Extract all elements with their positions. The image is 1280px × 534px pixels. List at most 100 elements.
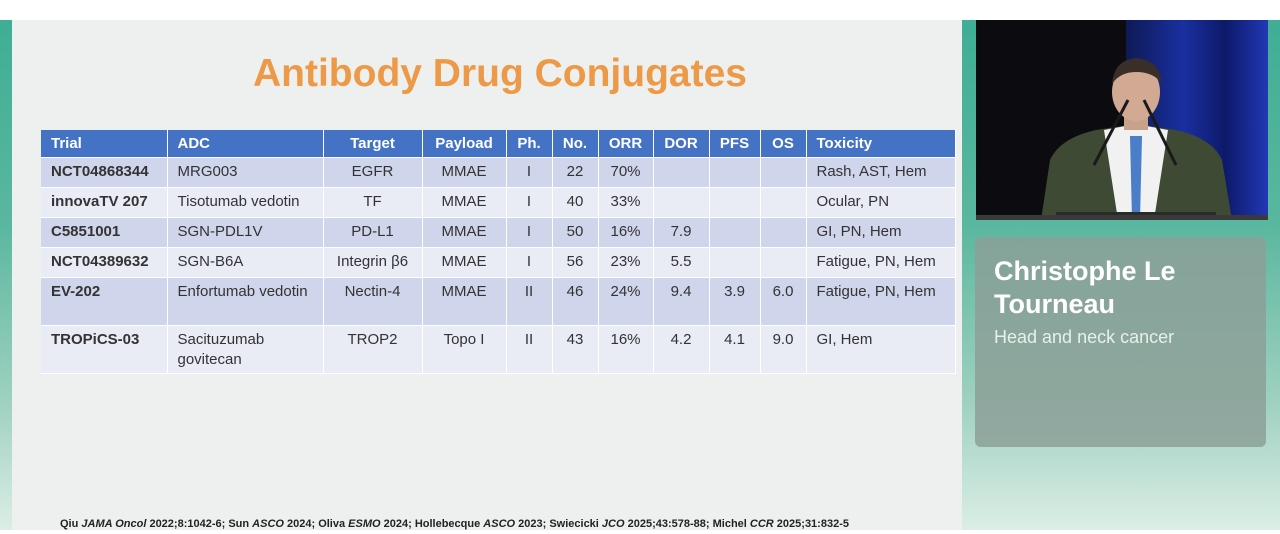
- cell-trial: EV-202: [41, 277, 168, 326]
- cell-trial: NCT04868344: [41, 157, 168, 188]
- reference-text: Qiu: [60, 518, 82, 530]
- speaker-lower-third: Christophe Le Tourneau Head and neck can…: [975, 237, 1266, 447]
- cell-dor: [653, 187, 710, 218]
- cell-target: Integrin β6: [323, 247, 423, 278]
- cell-adc: Sacituzumab govitecan: [167, 325, 324, 374]
- cell-target: TROP2: [323, 325, 423, 374]
- cell-trial: NCT04389632: [41, 247, 168, 278]
- cell-os: [760, 217, 807, 248]
- cell-adc: SGN-PDL1V: [167, 217, 324, 248]
- reference-text: 2024; Oliva: [283, 518, 349, 530]
- header-adc: ADC: [167, 130, 324, 158]
- cell-pfs: [709, 247, 761, 278]
- cell-pfs: 4.1: [709, 325, 761, 374]
- cell-number: 50: [552, 217, 599, 248]
- table-header-row: Trial ADC Target Payload Ph. No. ORR DOR…: [41, 130, 956, 158]
- cell-phase: I: [506, 157, 553, 188]
- table-row: EV-202 Enfortumab vedotin Nectin-4 MMAE …: [41, 277, 956, 326]
- cell-target: Nectin-4: [323, 277, 423, 326]
- journal-name: JAMA Oncol: [81, 518, 147, 530]
- cell-dor: 9.4: [653, 277, 710, 326]
- reference-text: 2024; Hollebecque: [380, 518, 484, 530]
- cell-toxicity: Rash, AST, Hem: [806, 157, 956, 188]
- cell-toxicity: Fatigue, PN, Hem: [806, 277, 956, 326]
- cell-dor: [653, 157, 710, 188]
- cell-orr: 16%: [598, 217, 654, 248]
- table-row: TROPiCS-03 Sacituzumab govitecan TROP2 T…: [41, 325, 956, 374]
- cell-target: TF: [323, 187, 423, 218]
- cell-payload: MMAE: [422, 157, 507, 188]
- slide-references: Qiu JAMA Oncol 2022;8:1042-6; Sun ASCO 2…: [60, 518, 849, 530]
- header-payload: Payload: [422, 130, 507, 158]
- cell-trial: C5851001: [41, 217, 168, 248]
- header-orr: ORR: [598, 130, 654, 158]
- header-dor: DOR: [653, 130, 710, 158]
- cell-payload: MMAE: [422, 187, 507, 218]
- cell-payload: Topo I: [422, 325, 507, 374]
- cell-toxicity: GI, PN, Hem: [806, 217, 956, 248]
- cell-os: [760, 187, 807, 218]
- reference-text: 2022;8:1042-6; Sun: [146, 518, 253, 530]
- bottom-band: [0, 530, 1280, 534]
- table-row: NCT04868344 MRG003 EGFR MMAE I 22 70% Ra…: [41, 157, 956, 188]
- adc-trials-table: Trial ADC Target Payload Ph. No. ORR DOR…: [41, 130, 956, 374]
- cell-orr: 24%: [598, 277, 654, 326]
- cell-number: 43: [552, 325, 599, 374]
- cell-trial: innovaTV 207: [41, 187, 168, 218]
- speaker-video: [976, 20, 1268, 220]
- cell-pfs: [709, 217, 761, 248]
- journal-name: ASCO: [483, 518, 516, 530]
- cell-orr: 33%: [598, 187, 654, 218]
- cell-adc: SGN-B6A: [167, 247, 324, 278]
- cell-phase: I: [506, 187, 553, 218]
- table-row: innovaTV 207 Tisotumab vedotin TF MMAE I…: [41, 187, 956, 218]
- cell-adc: MRG003: [167, 157, 324, 188]
- header-target: Target: [323, 130, 423, 158]
- reference-text: 2023; Swiecicki: [515, 518, 602, 530]
- cell-os: 6.0: [760, 277, 807, 326]
- presentation-slide: Antibody Drug Conjugates Trial ADC Targe…: [12, 20, 962, 530]
- cell-number: 56: [552, 247, 599, 278]
- cell-toxicity: GI, Hem: [806, 325, 956, 374]
- cell-adc: Enfortumab vedotin: [167, 277, 324, 326]
- cell-payload: MMAE: [422, 247, 507, 278]
- stage-floor: [976, 215, 1268, 220]
- header-os: OS: [760, 130, 807, 158]
- cell-os: [760, 157, 807, 188]
- header-phase: Ph.: [506, 130, 553, 158]
- cell-adc: Tisotumab vedotin: [167, 187, 324, 218]
- reference-text: 2025;43:578-88; Michel: [624, 518, 750, 530]
- cell-target: PD-L1: [323, 217, 423, 248]
- cell-phase: I: [506, 247, 553, 278]
- top-band: [0, 0, 1280, 21]
- cell-number: 40: [552, 187, 599, 218]
- cell-dor: 7.9: [653, 217, 710, 248]
- speaker-name: Christophe Le Tourneau: [994, 256, 1176, 319]
- journal-name: ESMO: [348, 518, 381, 530]
- cell-dor: 4.2: [653, 325, 710, 374]
- cell-os: [760, 247, 807, 278]
- cell-dor: 5.5: [653, 247, 710, 278]
- journal-name: JCO: [601, 518, 625, 530]
- cell-target: EGFR: [323, 157, 423, 188]
- speaker-figure: [1041, 58, 1232, 220]
- slide-title: Antibody Drug Conjugates: [253, 52, 747, 95]
- cell-number: 46: [552, 277, 599, 326]
- header-trial: Trial: [41, 130, 168, 158]
- cell-phase: I: [506, 217, 553, 248]
- cell-trial: TROPiCS-03: [41, 325, 168, 374]
- cell-phase: II: [506, 277, 553, 326]
- cell-toxicity: Ocular, PN: [806, 187, 956, 218]
- cell-pfs: [709, 157, 761, 188]
- cell-orr: 23%: [598, 247, 654, 278]
- cell-os: 9.0: [760, 325, 807, 374]
- cell-pfs: [709, 187, 761, 218]
- cell-toxicity: Fatigue, PN, Hem: [806, 247, 956, 278]
- cell-payload: MMAE: [422, 277, 507, 326]
- cell-orr: 70%: [598, 157, 654, 188]
- table-row: C5851001 SGN-PDL1V PD-L1 MMAE I 50 16% 7…: [41, 217, 956, 248]
- cell-payload: MMAE: [422, 217, 507, 248]
- cell-phase: II: [506, 325, 553, 374]
- header-pfs: PFS: [709, 130, 761, 158]
- cell-pfs: 3.9: [709, 277, 761, 326]
